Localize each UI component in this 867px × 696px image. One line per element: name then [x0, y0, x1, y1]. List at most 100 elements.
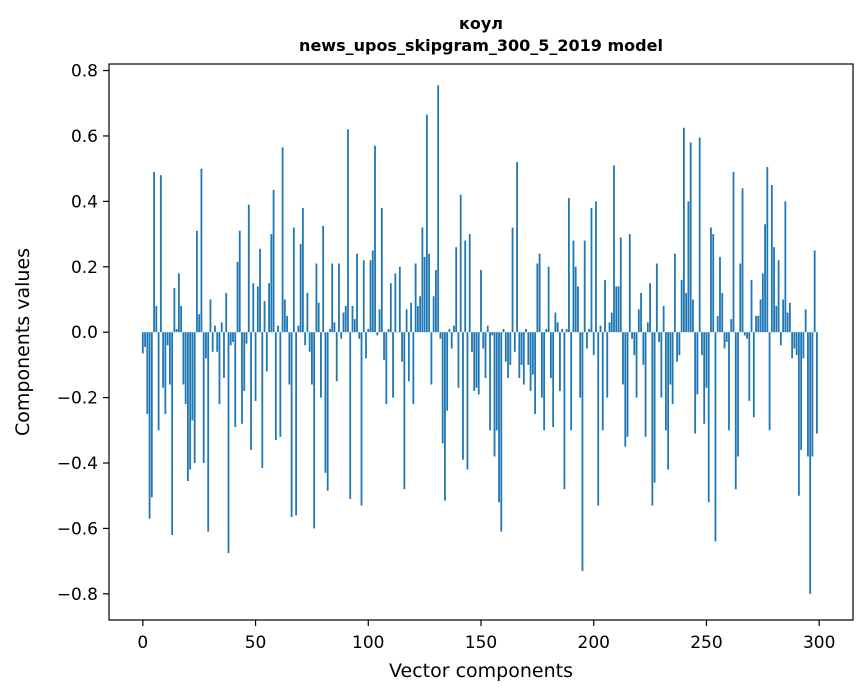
bar-96 — [358, 332, 361, 339]
y-tick-label: 0.4 — [71, 192, 98, 212]
bar-63 — [283, 299, 286, 333]
bar-265 — [739, 263, 742, 333]
bar-165 — [513, 332, 516, 352]
bar-205 — [604, 279, 606, 333]
bar-86 — [335, 332, 338, 382]
chart-title-line-1: коул — [459, 14, 503, 33]
bar-62 — [281, 147, 284, 333]
bar-98 — [362, 260, 365, 333]
bar-248 — [701, 332, 703, 356]
bar-278 — [768, 332, 771, 431]
bar-194 — [579, 332, 582, 398]
y-tick-label: −0.2 — [57, 389, 98, 409]
bar-5 — [153, 171, 155, 333]
bar-221 — [640, 292, 642, 333]
bar-292 — [800, 332, 803, 450]
bar-182 — [552, 332, 555, 428]
bar-18 — [182, 332, 185, 385]
bar-160 — [502, 328, 505, 333]
bar-232 — [664, 332, 667, 431]
bar-128 — [430, 332, 433, 385]
bar-163 — [509, 332, 512, 365]
bar-57 — [270, 234, 273, 333]
bar-295 — [807, 332, 809, 457]
bar-243 — [689, 142, 692, 333]
bar-65 — [288, 332, 291, 385]
x-tick-label: 0 — [137, 633, 148, 653]
y-tick-label: 0.2 — [71, 258, 98, 278]
bar-1 — [144, 332, 146, 347]
bar-225 — [649, 283, 651, 333]
bar-258 — [723, 332, 726, 349]
bar-103 — [374, 145, 376, 333]
bar-200 — [592, 332, 595, 356]
bar-250 — [705, 332, 708, 388]
bar-90 — [344, 306, 347, 333]
bar-51 — [256, 286, 259, 333]
bar-30 — [209, 299, 212, 333]
bar-93 — [351, 306, 354, 333]
bar-157 — [495, 332, 498, 431]
bar-85 — [333, 322, 336, 333]
bar-230 — [660, 332, 663, 398]
bar-154 — [489, 332, 491, 431]
bar-106 — [380, 207, 383, 333]
bar-175 — [536, 263, 539, 333]
bar-190 — [570, 332, 573, 431]
bar-206 — [606, 332, 609, 398]
bar-236 — [673, 253, 676, 333]
bar-56 — [268, 283, 270, 333]
bar-95 — [356, 253, 358, 333]
bar-107 — [383, 332, 385, 360]
y-tick-label: 0.0 — [71, 323, 98, 343]
bar-100 — [367, 328, 370, 333]
bar-94 — [353, 319, 356, 333]
bar-244 — [692, 299, 694, 333]
bar-83 — [329, 328, 331, 333]
bar-202 — [597, 332, 600, 506]
bar-16 — [177, 273, 180, 333]
bar-199 — [590, 207, 593, 333]
bar-77 — [315, 263, 318, 333]
bar-198 — [588, 328, 591, 333]
bar-161 — [504, 332, 507, 362]
bar-61 — [279, 332, 282, 437]
bar-48 — [250, 332, 252, 450]
bar-296 — [809, 332, 812, 594]
bar-240 — [683, 127, 685, 333]
bar-66 — [290, 332, 293, 517]
bar-274 — [759, 299, 762, 333]
bar-112 — [394, 273, 397, 333]
bar-162 — [507, 332, 509, 378]
bar-217 — [631, 332, 633, 339]
bar-237 — [676, 332, 679, 362]
bar-187 — [563, 332, 566, 490]
bar-231 — [662, 306, 665, 333]
bar-259 — [725, 332, 728, 342]
bar-113 — [396, 332, 399, 333]
x-tick-label: 50 — [245, 633, 267, 653]
bar-15 — [175, 328, 178, 333]
bar-213 — [622, 332, 624, 385]
bar-287 — [788, 302, 791, 333]
bar-7 — [157, 332, 160, 431]
bar-68 — [295, 332, 298, 516]
bar-133 — [441, 332, 444, 444]
bar-242 — [687, 201, 690, 333]
y-axis-ticks: −0.8 −0.6 −0.4 −0.2 0.0 0.2 0.4 0.6 0.8 — [57, 62, 109, 605]
bar-223 — [644, 332, 647, 437]
bar-82 — [326, 332, 329, 491]
bar-67 — [292, 227, 295, 333]
bar-28 — [205, 332, 207, 359]
bar-173 — [531, 332, 534, 375]
bar-41 — [234, 332, 237, 428]
bar-270 — [750, 279, 753, 333]
bar-99 — [365, 332, 367, 359]
bar-227 — [653, 332, 656, 483]
bar-263 — [734, 332, 737, 490]
bar-260 — [728, 332, 730, 431]
bar-33 — [216, 332, 219, 352]
bar-134 — [444, 332, 446, 501]
bar-214 — [624, 332, 627, 447]
